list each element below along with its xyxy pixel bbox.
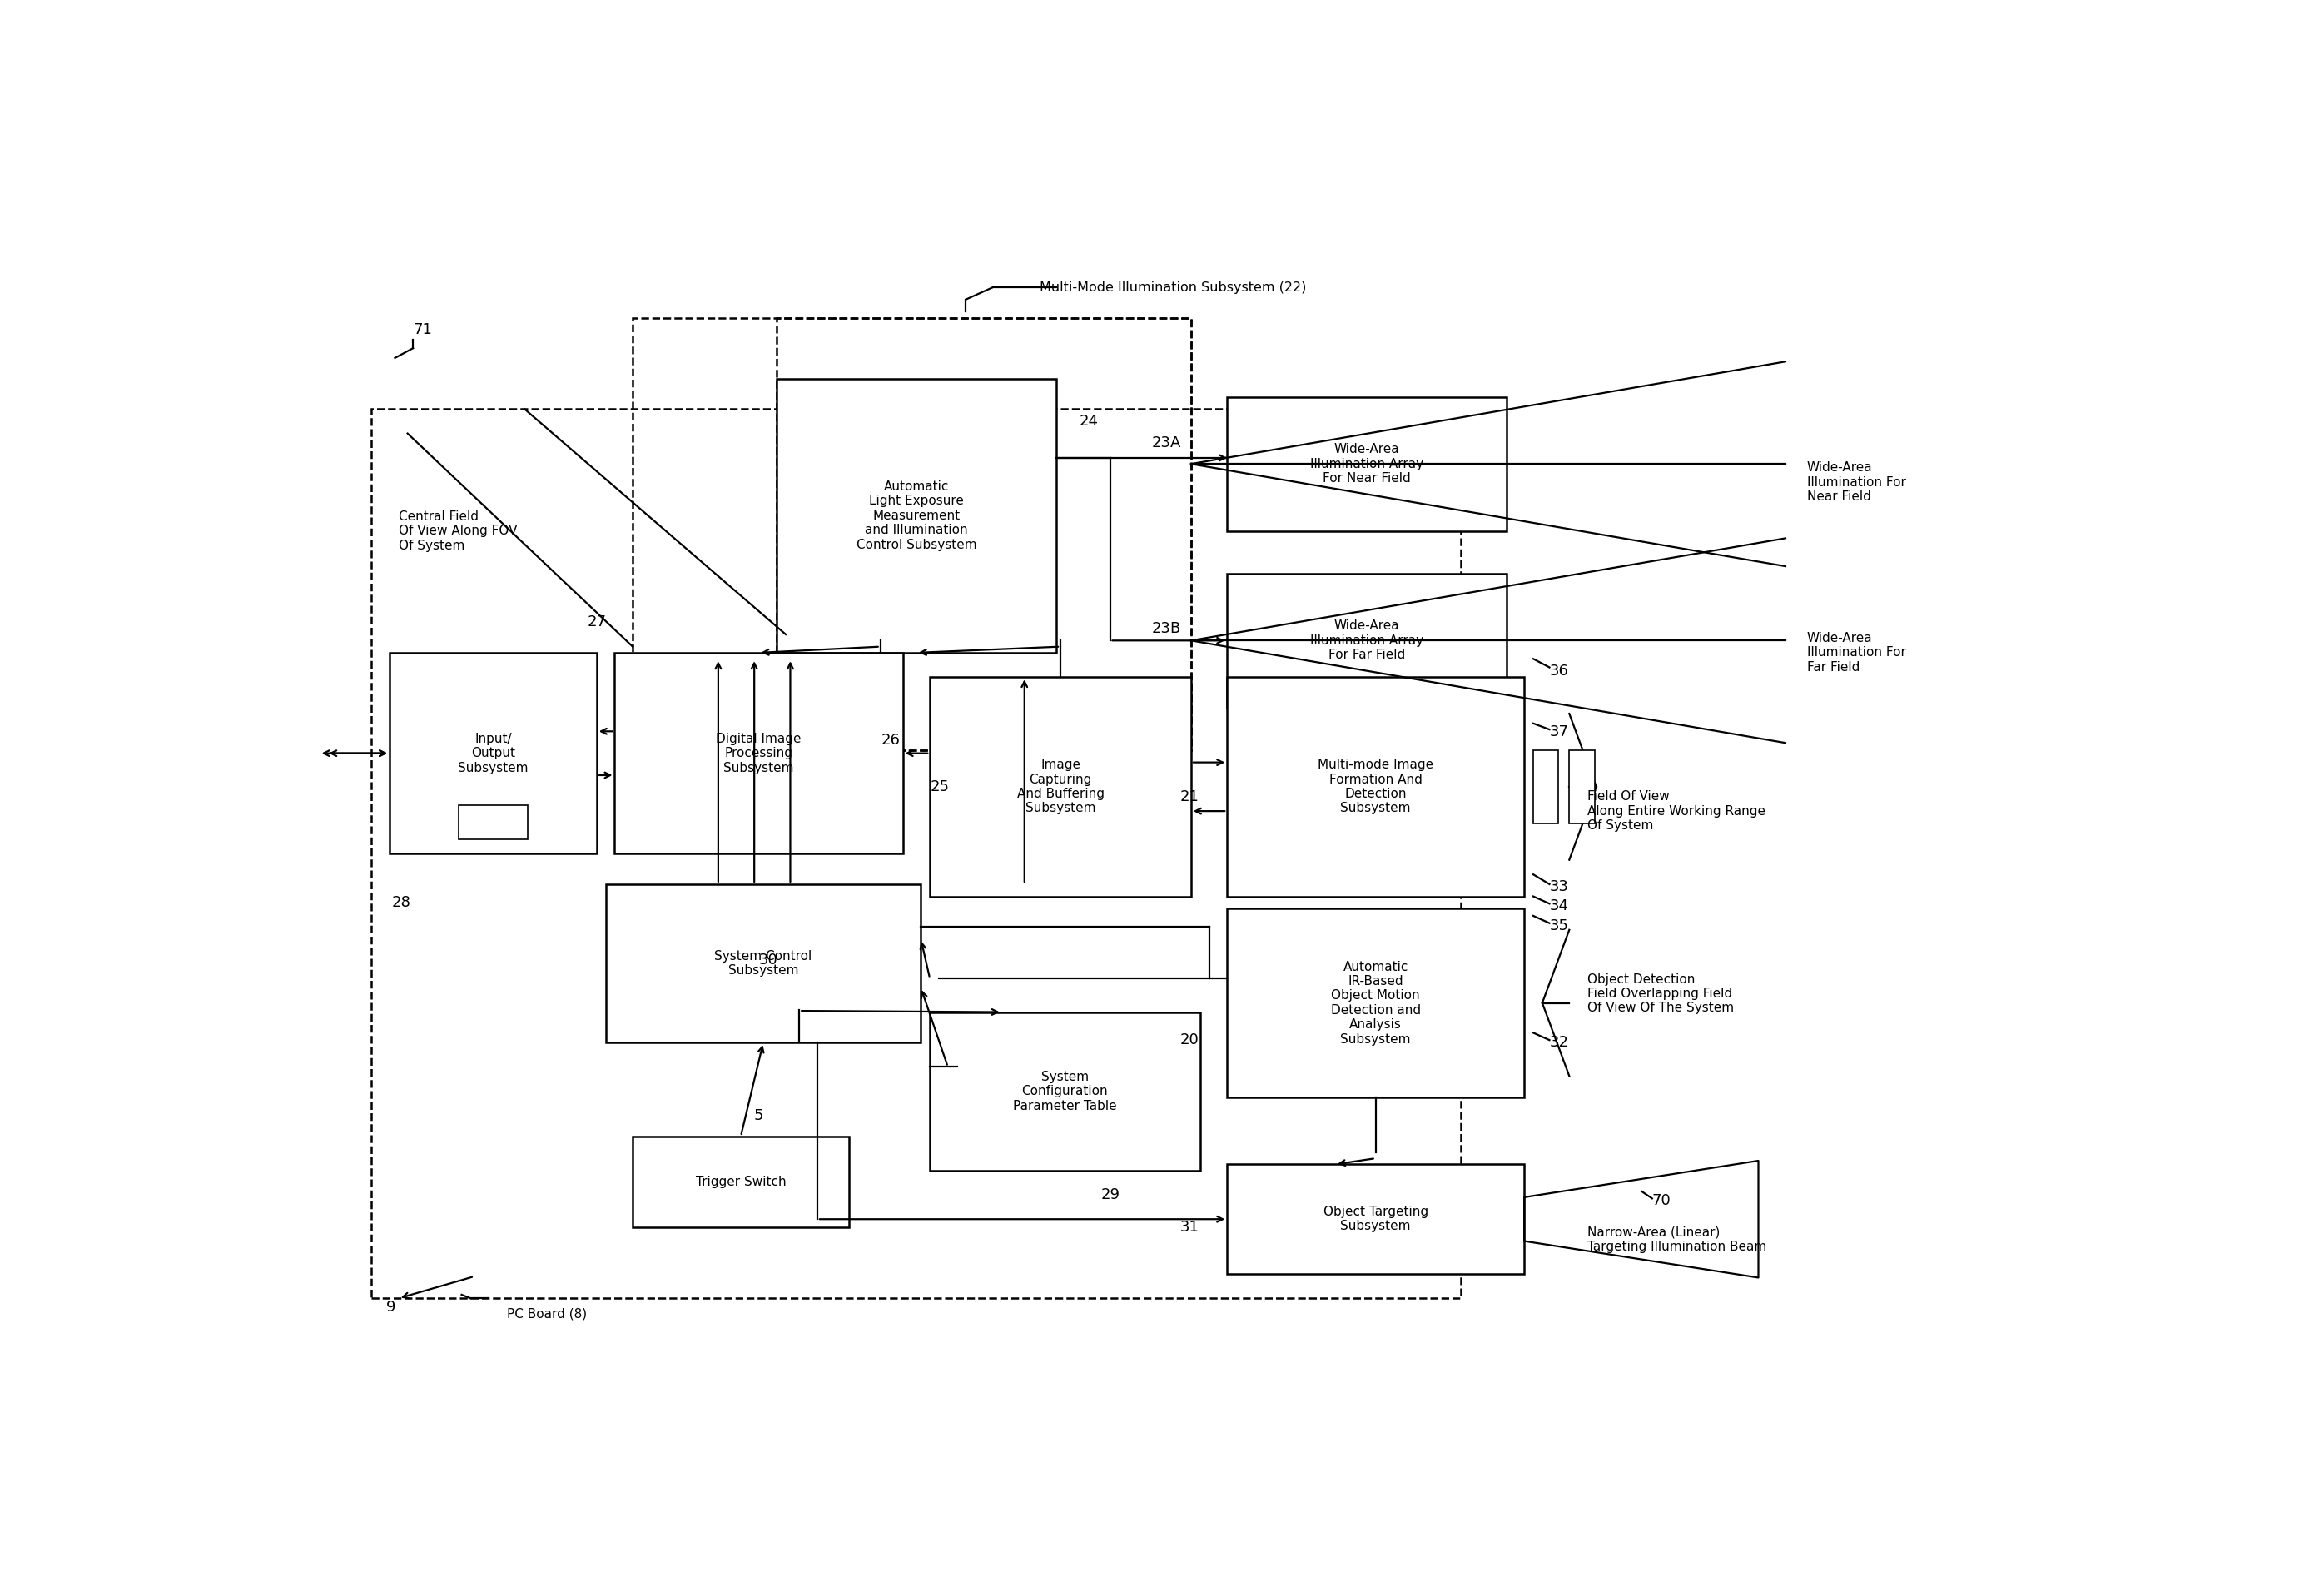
Text: Field Of View
Along Entire Working Range
Of System: Field Of View Along Entire Working Range…	[1587, 791, 1766, 832]
Text: Image
Capturing
And Buffering
Subsystem: Image Capturing And Buffering Subsystem	[1018, 759, 1104, 815]
Text: 70: 70	[1652, 1193, 1671, 1209]
Text: 23B: 23B	[1150, 620, 1181, 636]
Bar	[1534, 750, 1559, 823]
Text: Input/
Output
Subsystem: Input/ Output Subsystem	[458, 732, 528, 774]
Text: 30: 30	[758, 952, 779, 967]
Text: 32: 32	[1550, 1035, 1569, 1050]
Text: Wide-Area
Illumination For
Near Field: Wide-Area Illumination For Near Field	[1808, 462, 1906, 503]
Text: Multi-mode Image
Formation And
Detection
Subsystem: Multi-mode Image Formation And Detection…	[1318, 759, 1434, 815]
Bar	[632, 1136, 848, 1228]
Bar	[776, 378, 1055, 653]
Text: Wide-Area
Illumination Array
For Near Field: Wide-Area Illumination Array For Near Fi…	[1311, 443, 1422, 484]
Text: 34: 34	[1550, 899, 1569, 913]
Bar	[458, 805, 528, 838]
Text: System
Configuration
Parameter Table: System Configuration Parameter Table	[1013, 1071, 1118, 1112]
Bar	[1569, 750, 1594, 823]
Text: Automatic
Light Exposure
Measurement
and Illumination
Control Subsystem: Automatic Light Exposure Measurement and…	[855, 481, 976, 551]
Bar	[930, 677, 1192, 897]
Bar	[632, 318, 1192, 750]
Text: Automatic
IR-Based
Object Motion
Detection and
Analysis
Subsystem: Automatic IR-Based Object Motion Detecti…	[1332, 960, 1420, 1046]
Text: Wide-Area
Illumination Array
For Far Field: Wide-Area Illumination Array For Far Fie…	[1311, 620, 1422, 661]
Text: 9: 9	[386, 1299, 395, 1315]
Text: 27: 27	[588, 615, 607, 630]
Bar	[1227, 397, 1506, 532]
Bar	[372, 410, 1462, 1299]
Text: 31: 31	[1181, 1220, 1199, 1236]
Text: 37: 37	[1550, 725, 1569, 739]
Text: 26: 26	[881, 732, 899, 748]
Text: Narrow-Area (Linear)
Targeting Illumination Beam: Narrow-Area (Linear) Targeting Illuminat…	[1587, 1226, 1766, 1253]
Text: Object Targeting
Subsystem: Object Targeting Subsystem	[1322, 1205, 1429, 1232]
Text: 25: 25	[930, 780, 948, 794]
Text: Digital Image
Processing
Subsystem: Digital Image Processing Subsystem	[716, 732, 802, 774]
Bar	[390, 653, 597, 854]
Text: 35: 35	[1550, 918, 1569, 933]
Text: 28: 28	[390, 895, 411, 910]
Text: 33: 33	[1550, 880, 1569, 894]
Text: Central Field
Of View Along FOV
Of System: Central Field Of View Along FOV Of Syste…	[400, 509, 518, 552]
Bar	[930, 1012, 1199, 1171]
Text: System Control
Subsystem: System Control Subsystem	[713, 949, 811, 976]
Text: 24: 24	[1078, 414, 1099, 429]
Text: Wide-Area
Illumination For
Far Field: Wide-Area Illumination For Far Field	[1808, 631, 1906, 674]
Bar	[607, 884, 920, 1043]
Bar	[1227, 908, 1525, 1098]
Bar	[1227, 677, 1525, 897]
Bar	[1227, 1164, 1525, 1274]
Text: 20: 20	[1181, 1033, 1199, 1047]
Text: 5: 5	[753, 1107, 762, 1123]
Bar	[776, 318, 1192, 750]
Bar	[1227, 574, 1506, 707]
Text: 29: 29	[1102, 1188, 1120, 1202]
Text: 23A: 23A	[1150, 435, 1181, 451]
Text: Object Detection
Field Overlapping Field
Of View Of The System: Object Detection Field Overlapping Field…	[1587, 973, 1734, 1014]
Text: Multi-Mode Illumination Subsystem (22): Multi-Mode Illumination Subsystem (22)	[1039, 282, 1306, 294]
Text: PC Board (8): PC Board (8)	[507, 1308, 586, 1321]
Text: 71: 71	[414, 323, 432, 337]
Text: 21: 21	[1181, 789, 1199, 804]
Text: Trigger Switch: Trigger Switch	[695, 1175, 786, 1188]
Bar	[614, 653, 902, 854]
Text: 36: 36	[1550, 663, 1569, 679]
